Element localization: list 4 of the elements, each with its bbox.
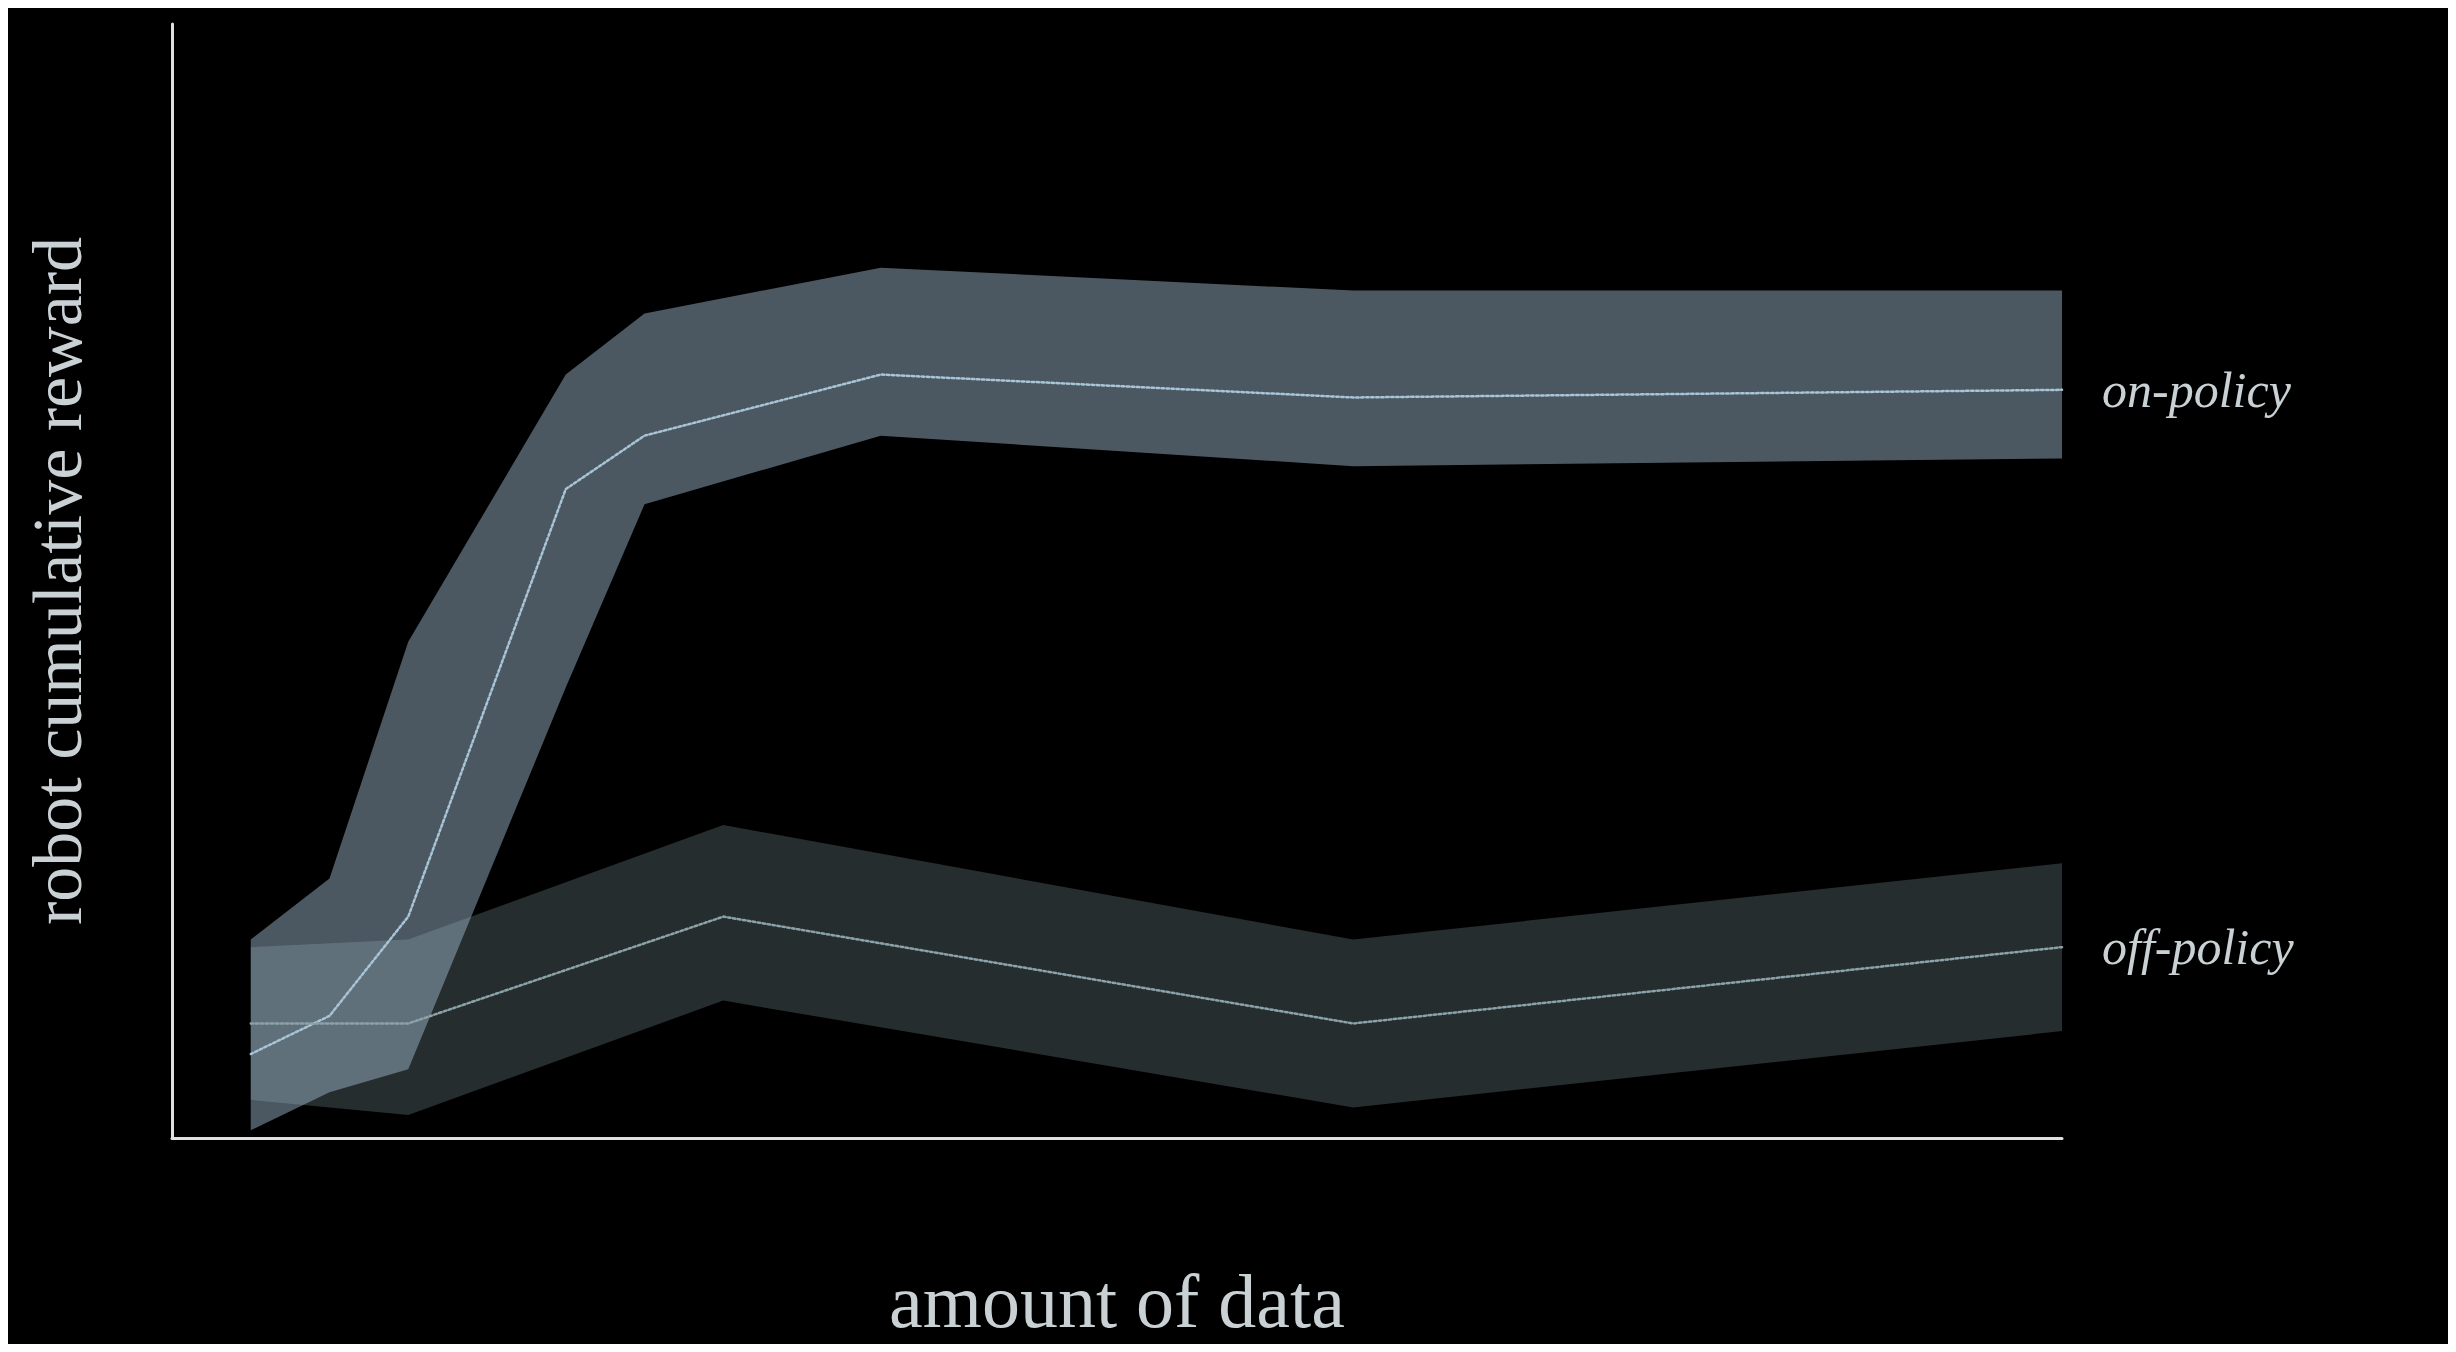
series-label: on-policy — [2102, 361, 2292, 418]
series-label: off-policy — [2102, 919, 2295, 976]
y-axis-title: robot cumulative reward — [18, 236, 96, 926]
x-axis-title: amount of data — [889, 1259, 1345, 1343]
